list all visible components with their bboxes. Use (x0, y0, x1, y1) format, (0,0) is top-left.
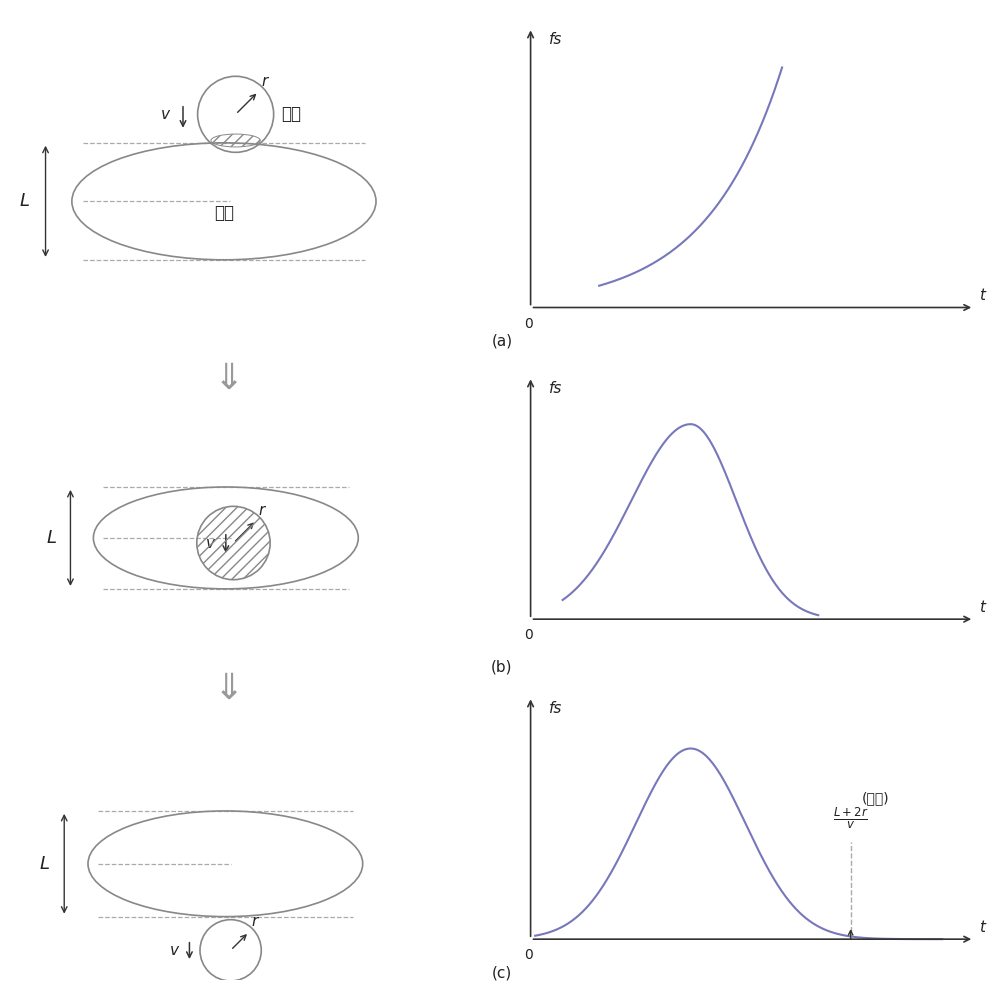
Text: t: t (979, 288, 985, 302)
Text: 0: 0 (524, 628, 533, 642)
Text: t: t (979, 600, 985, 615)
Text: v: v (206, 536, 215, 551)
Text: 0: 0 (524, 948, 533, 962)
Text: fs: fs (549, 701, 563, 716)
Text: 细胞: 细胞 (280, 105, 300, 123)
Text: t: t (979, 920, 985, 935)
Text: ⇓: ⇓ (214, 672, 244, 706)
Text: (脉宽): (脉宽) (862, 791, 890, 805)
Text: (a): (a) (491, 333, 513, 348)
Text: 0: 0 (524, 318, 533, 332)
Text: L: L (19, 192, 29, 210)
Text: fs: fs (549, 381, 563, 396)
Text: v: v (161, 107, 170, 122)
Text: 光斜: 光斜 (214, 204, 234, 222)
Text: L: L (46, 529, 57, 547)
Text: L: L (40, 855, 50, 873)
Text: ⇓: ⇓ (214, 361, 244, 395)
Text: (b): (b) (491, 660, 513, 675)
Text: v: v (170, 943, 179, 958)
Text: r: r (258, 503, 265, 518)
Text: r: r (251, 914, 257, 929)
Text: r: r (261, 74, 267, 89)
Text: (c): (c) (492, 966, 512, 981)
Text: $\frac{L+2r}{v}$: $\frac{L+2r}{v}$ (833, 806, 869, 831)
Text: fs: fs (549, 32, 563, 47)
